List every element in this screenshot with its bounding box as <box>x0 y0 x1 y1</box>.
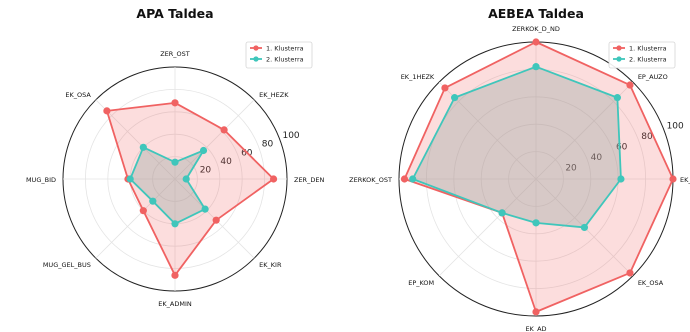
grid-spoke <box>174 99 255 180</box>
axis-label: EK_OSA <box>65 91 91 99</box>
legend: 1. Klusterra 2. Klusterra <box>608 41 676 69</box>
legend-marker <box>616 45 622 51</box>
axis-label: ZER_DEN <box>294 176 324 184</box>
series-2-point <box>171 220 179 228</box>
series-2-point <box>126 175 134 183</box>
axis-label: EK_HEZK <box>259 91 289 99</box>
radial-tick-label: 80 <box>641 132 653 142</box>
radar-panel-2: AEBEA Taldea 20 40 60 80 100 EK_ADMIN EP_AUZO ZE… <box>349 6 690 332</box>
series-1-point <box>139 207 147 215</box>
series-1-point <box>269 175 278 183</box>
axis-label: EK_1HEZK <box>401 73 435 81</box>
series-2-point <box>580 223 589 232</box>
legend-marker <box>253 45 259 51</box>
series-2-point <box>451 94 459 102</box>
legend-marker <box>253 56 259 62</box>
series-1-point <box>171 271 179 279</box>
chart-title: AEBEA Taldea <box>488 6 584 21</box>
series-2-point <box>409 175 417 183</box>
radial-tick-label: 40 <box>591 153 603 163</box>
legend-label: 1. Klusterra <box>629 44 667 52</box>
series-1-point <box>626 81 634 89</box>
series-2-point <box>139 143 147 151</box>
series-2-point <box>532 219 540 227</box>
series-2-point <box>149 197 157 205</box>
axis-label: MUG_BID <box>26 176 56 184</box>
axis-label: EK_AD <box>525 325 546 332</box>
radial-tick-label: 80 <box>262 140 274 150</box>
axis-label: EK_ADMIN <box>680 176 690 184</box>
series-1-point <box>532 308 540 316</box>
series-2-point <box>171 158 179 166</box>
series-2-point <box>532 63 540 71</box>
series-1-point <box>103 107 111 115</box>
axis-label: MUG_GEL_BUS <box>43 261 91 269</box>
chart-title: APA Taldea <box>136 6 213 21</box>
legend-label: 2. Klusterra <box>629 55 667 63</box>
radial-tick-label: 60 <box>616 143 628 153</box>
radar-panel-1: APA Taldea20406080100ZER_DENEK_HEZKZER_O… <box>26 6 324 308</box>
series-1-point <box>212 216 220 224</box>
series-2-point <box>201 205 209 213</box>
axis-label: EP_AUZO <box>638 73 668 81</box>
axis-label: EP_KOM <box>408 279 434 287</box>
legend: 1. Klusterra 2. Klusterra <box>245 41 313 69</box>
series-1-point <box>626 269 634 277</box>
series-2-point <box>617 175 625 183</box>
series-2-point <box>199 146 208 155</box>
axis-label: EK_ADMIN <box>158 300 192 308</box>
radial-tick-label: 20 <box>200 165 212 175</box>
radial-tick-label: 100 <box>667 122 684 132</box>
radial-tick-label: 40 <box>220 157 232 167</box>
grid-spoke <box>95 178 176 259</box>
series-1-point <box>220 126 228 134</box>
series-2-point <box>182 175 190 183</box>
axis-label: EK_KIR <box>259 261 282 269</box>
series-1-point <box>441 84 449 92</box>
axis-label: ZERKOK_OST <box>349 176 392 184</box>
axis-label: ZERKOK_D_ND <box>512 25 560 33</box>
axis-label: ZER_OST <box>160 50 190 58</box>
series-1-point <box>400 175 409 183</box>
legend-label: 2. Klusterra <box>266 55 304 63</box>
series-1-point <box>171 99 179 107</box>
legend-marker <box>616 56 622 62</box>
series-2-point <box>613 94 621 102</box>
series-1-point <box>532 38 540 46</box>
series-1-point <box>669 175 677 183</box>
radial-tick-label: 20 <box>565 164 577 174</box>
radial-tick-label: 100 <box>282 131 299 141</box>
legend-box <box>608 41 676 69</box>
legend-label: 1. Klusterra <box>266 44 304 52</box>
legend-box <box>245 41 313 69</box>
grid-spoke <box>438 178 537 277</box>
series-2-point <box>498 209 506 217</box>
axis-label: EK_OSA <box>638 279 664 287</box>
